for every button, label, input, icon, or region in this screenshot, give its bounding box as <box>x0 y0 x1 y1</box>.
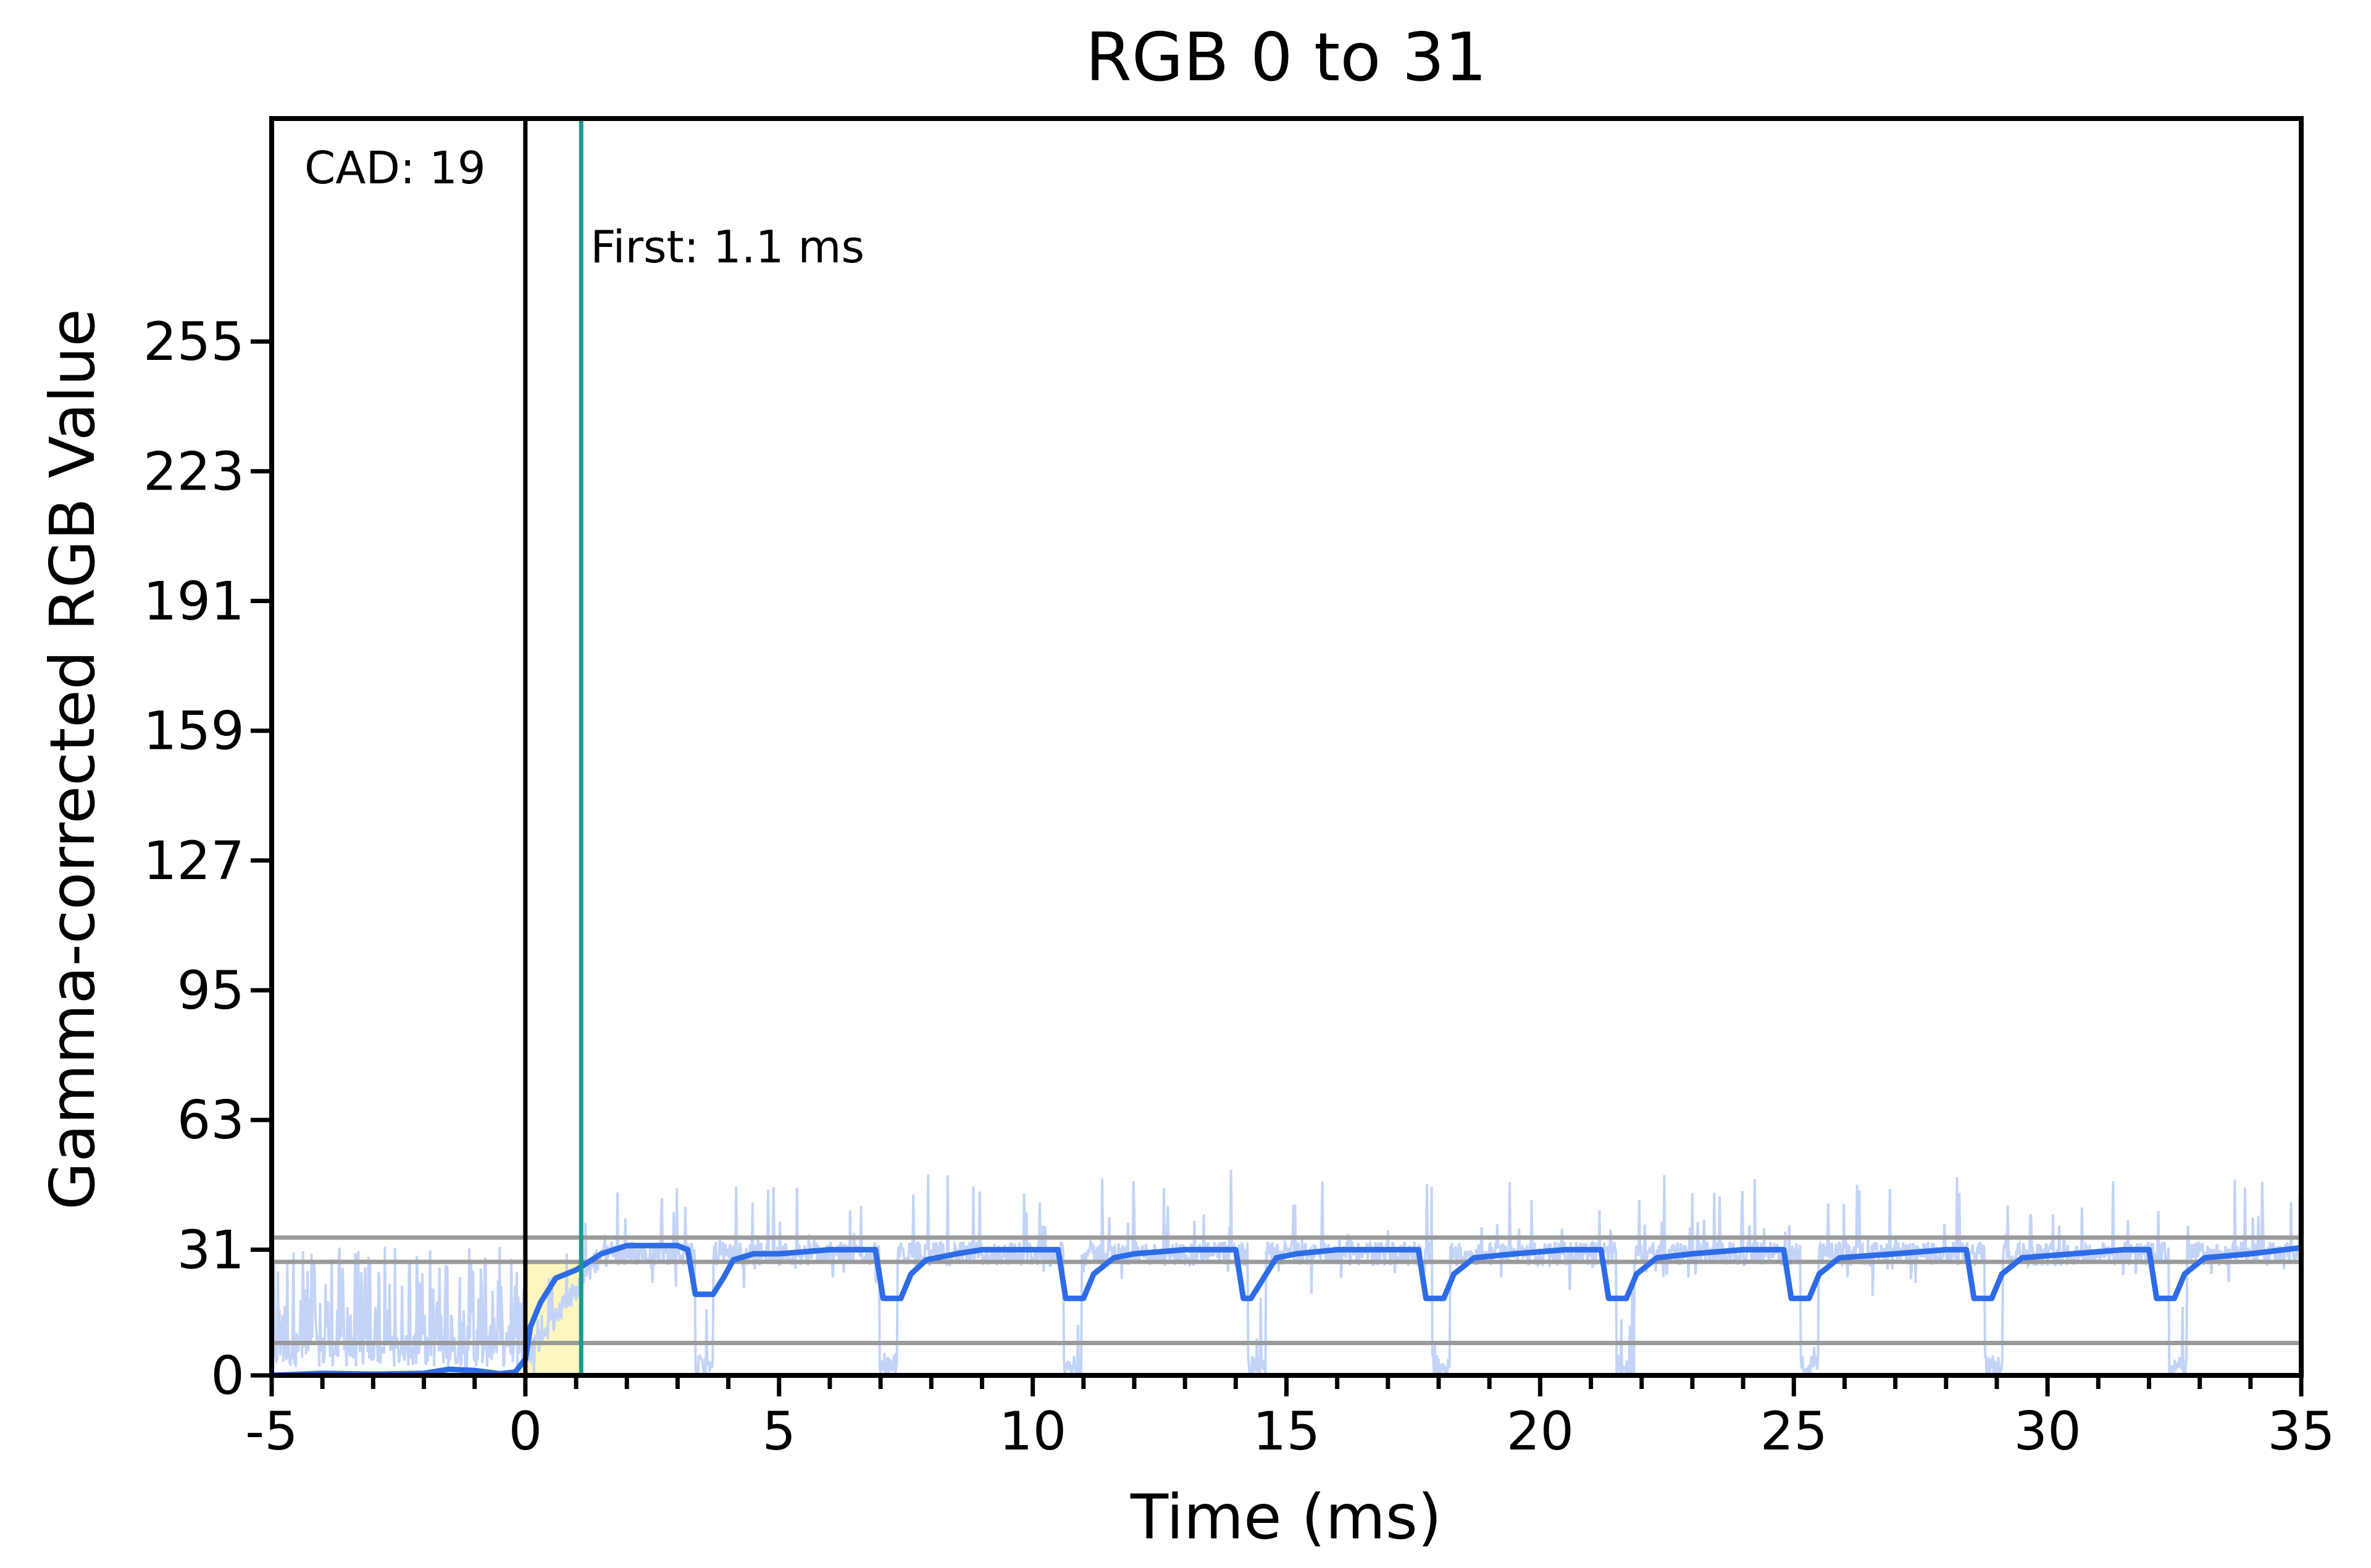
x-tick-label: 10 <box>999 1401 1066 1462</box>
x-tick-label: 30 <box>2013 1401 2081 1462</box>
chart-title: RGB 0 to 31 <box>1085 19 1487 96</box>
y-tick-label: 63 <box>177 1090 245 1151</box>
y-tick-label: 223 <box>143 441 245 503</box>
y-tick-label: 255 <box>143 311 245 373</box>
x-tick-label: 5 <box>762 1401 796 1462</box>
cad-annotation: CAD: 19 <box>304 142 486 194</box>
y-tick-label: 127 <box>143 830 245 892</box>
y-tick-label: 95 <box>177 960 245 1022</box>
plot-area: -5 0 5 10 15 20 25 30 350316395127159191223255CA… <box>143 116 2335 1462</box>
x-tick-label: 20 <box>1507 1401 1574 1462</box>
x-tick-label: -5 <box>245 1401 298 1462</box>
y-tick-label: 191 <box>143 571 245 633</box>
smoothed-series-line <box>272 1243 2301 1375</box>
x-axis-label: Time (ms) <box>1130 1481 1442 1553</box>
x-tick-label: 0 <box>509 1401 543 1462</box>
data-layer <box>272 119 2301 1375</box>
y-axis-label: Gamma-corrected RGB Value <box>36 309 109 1210</box>
y-tick-label: 0 <box>211 1345 245 1407</box>
x-tick-label: 35 <box>2267 1401 2335 1462</box>
x-tick-label: 25 <box>1760 1401 1828 1462</box>
y-tick-label: 31 <box>177 1219 245 1281</box>
y-tick-label: 159 <box>143 701 245 762</box>
x-tick-label: 15 <box>1253 1401 1320 1462</box>
first-response-annotation: First: 1.1 ms <box>590 221 864 273</box>
